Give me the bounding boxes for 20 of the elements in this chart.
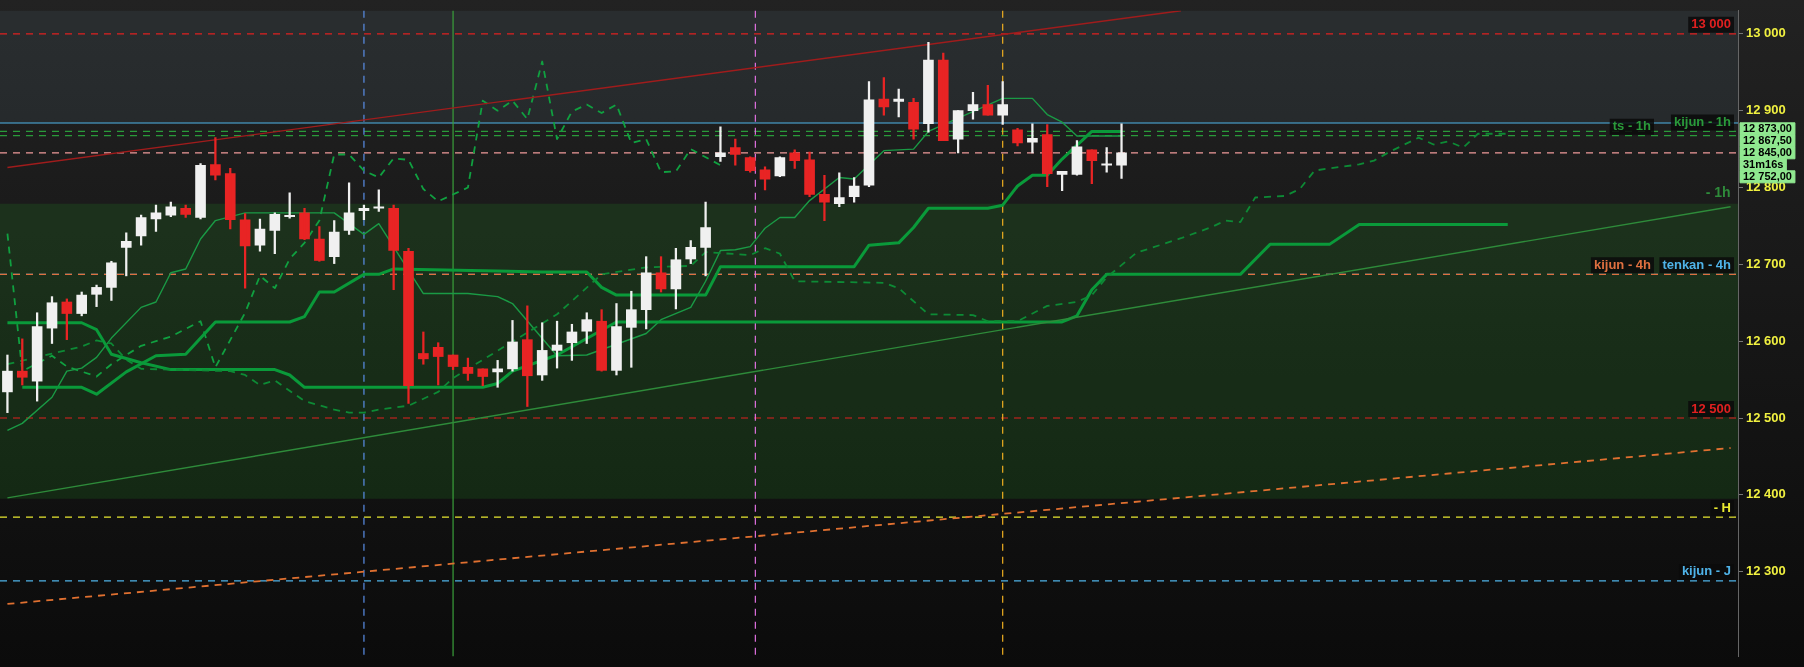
ref-line-label: kijun - J [1681, 563, 1732, 579]
ref-line-label: 12 500 [1691, 400, 1731, 416]
ref-line-label: - H [1713, 499, 1732, 515]
ref-line-label: kijun - 1h [1673, 114, 1732, 130]
y-tick-label: 12 700 [1746, 255, 1786, 271]
ref-line-label: 13 000 [1691, 16, 1731, 32]
ref-line-label: tenkan - 4h [1662, 256, 1732, 272]
y-tick-label: 12 400 [1746, 486, 1786, 502]
ref-line-label: kijun - 4h [1593, 256, 1652, 272]
text: 12 873,00 [1743, 122, 1792, 135]
y-tick-label: 12 600 [1746, 332, 1786, 348]
text: 31m16s [1743, 158, 1784, 171]
y-tick-label: 12 500 [1746, 409, 1786, 425]
ref-line-label: ts - 1h [1612, 118, 1652, 134]
y-tick-label: 13 000 [1746, 25, 1786, 41]
y-tick-label: 12 300 [1746, 563, 1786, 579]
text: 12 845,00 [1743, 146, 1792, 159]
y-tick-label: 12 900 [1746, 102, 1786, 118]
text: 12 867,50 [1743, 134, 1792, 147]
series-label: - 1h [1705, 183, 1731, 200]
